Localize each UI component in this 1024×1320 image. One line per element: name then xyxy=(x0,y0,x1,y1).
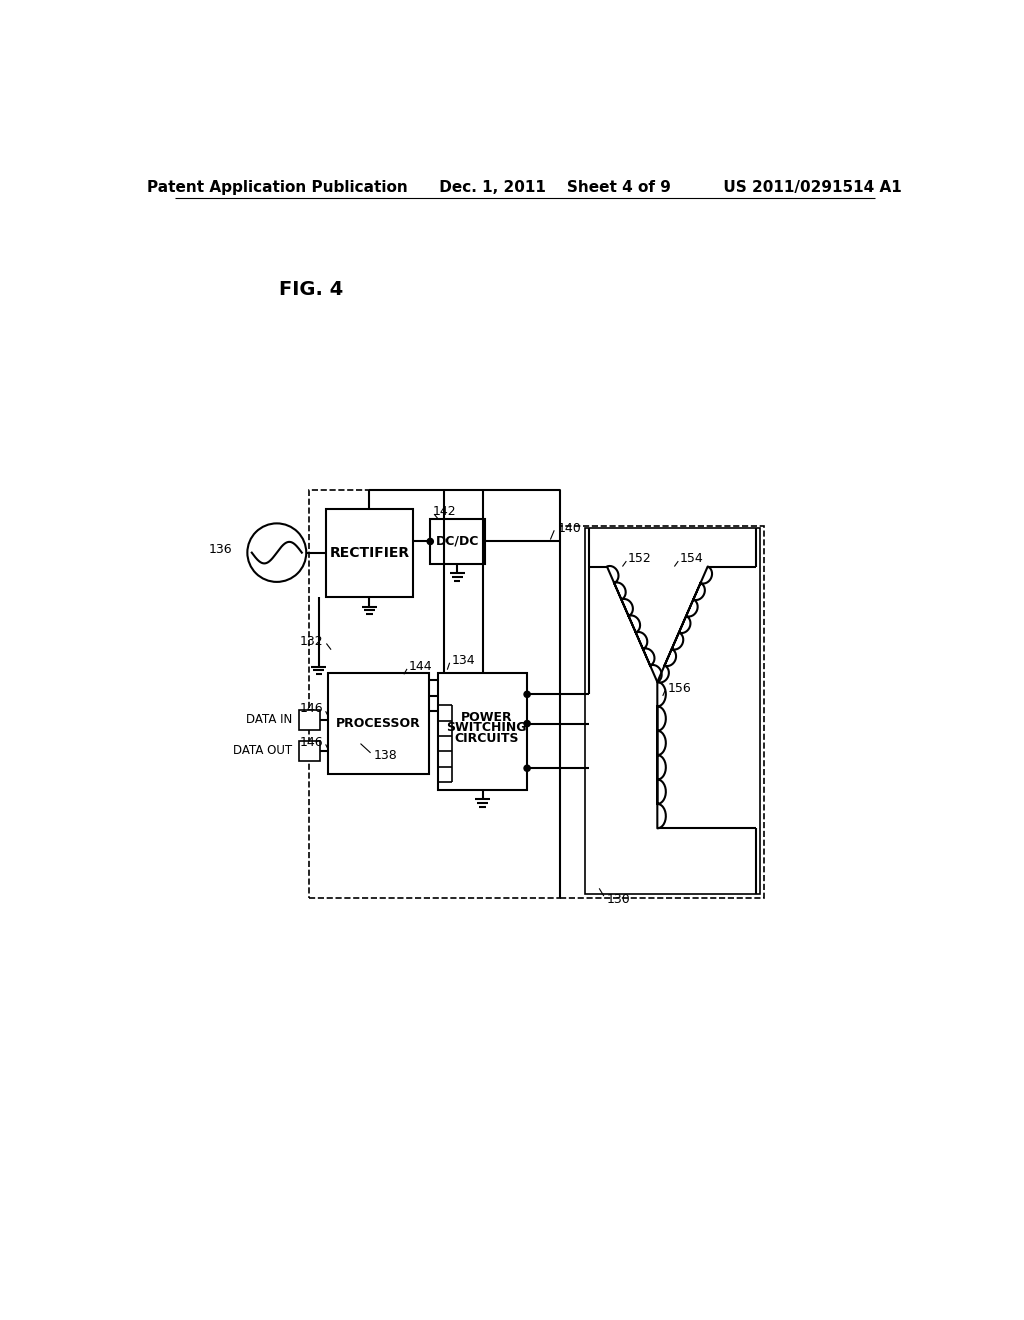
Bar xyxy=(299,741,321,760)
Text: RECTIFIER: RECTIFIER xyxy=(330,546,410,560)
Circle shape xyxy=(524,766,530,771)
Text: 142: 142 xyxy=(432,504,457,517)
Bar xyxy=(308,490,560,898)
Circle shape xyxy=(524,692,530,697)
Text: 146: 146 xyxy=(300,702,324,715)
Text: DC/DC: DC/DC xyxy=(435,535,479,548)
Text: DATA IN: DATA IN xyxy=(246,713,292,726)
Text: CIRCUITS: CIRCUITS xyxy=(455,733,519,746)
Bar xyxy=(299,710,321,730)
Circle shape xyxy=(524,721,530,726)
Text: FIG. 4: FIG. 4 xyxy=(280,280,343,298)
Circle shape xyxy=(427,539,433,545)
Text: 138: 138 xyxy=(374,748,397,762)
Text: 136: 136 xyxy=(209,543,232,556)
Bar xyxy=(560,527,764,898)
Text: 154: 154 xyxy=(680,552,703,565)
Text: 152: 152 xyxy=(628,552,651,565)
Text: 144: 144 xyxy=(409,660,432,673)
Bar xyxy=(326,508,414,598)
Text: 146: 146 xyxy=(300,735,324,748)
Text: POWER: POWER xyxy=(461,711,512,723)
Bar xyxy=(438,673,527,789)
Text: 134: 134 xyxy=(452,653,475,667)
Text: 156: 156 xyxy=(668,681,691,694)
Text: SWITCHING: SWITCHING xyxy=(446,721,526,734)
Text: Patent Application Publication      Dec. 1, 2011    Sheet 4 of 9          US 201: Patent Application Publication Dec. 1, 2… xyxy=(147,180,902,195)
Bar xyxy=(586,528,760,894)
Text: PROCESSOR: PROCESSOR xyxy=(336,717,421,730)
Bar xyxy=(328,673,429,775)
Text: 140: 140 xyxy=(558,521,582,535)
Text: DATA OUT: DATA OUT xyxy=(233,744,292,758)
Text: 132: 132 xyxy=(300,635,324,648)
Bar xyxy=(430,519,484,564)
Text: 130: 130 xyxy=(607,892,631,906)
